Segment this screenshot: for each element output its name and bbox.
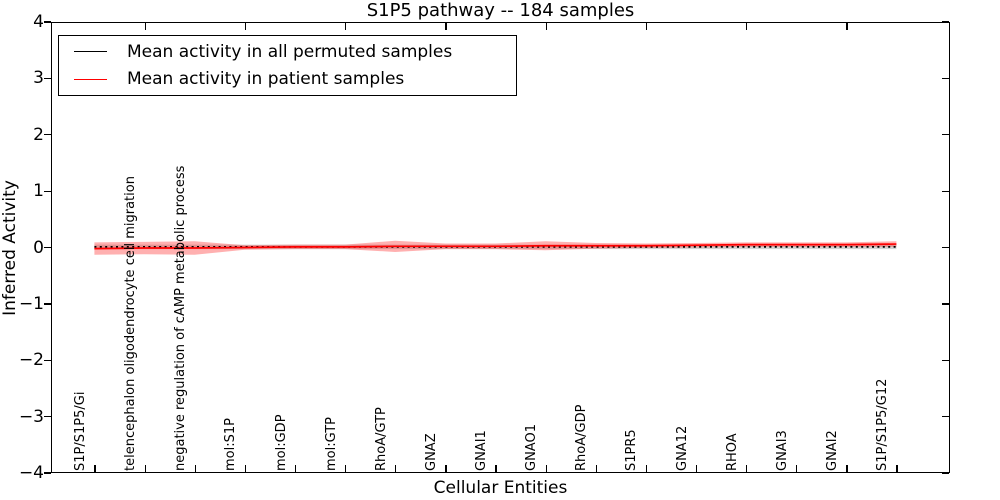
x-tick-label: GNA12 — [674, 425, 690, 471]
y-tick-right — [942, 246, 949, 249]
y-tick-left — [44, 246, 51, 249]
x-tick-label: RhoA/GTP — [373, 407, 389, 471]
y-tick-right — [942, 303, 949, 305]
y-tick-left — [44, 21, 51, 23]
x-tick-bottom — [595, 465, 597, 472]
y-tick-left — [44, 190, 51, 192]
x-tick-bottom — [244, 465, 247, 472]
x-tick-label: RHOA — [724, 433, 740, 471]
x-tick-top — [244, 23, 247, 30]
y-tick-label: 0 — [33, 237, 44, 258]
data-layer — [94, 240, 897, 255]
y-tick-label: 2 — [33, 124, 44, 145]
x-tick-label: GNAI1 — [474, 430, 489, 471]
y-tick-left — [44, 359, 51, 361]
x-tick-label: GNAI3 — [774, 430, 790, 471]
x-tick-label: mol:S1P — [223, 418, 239, 471]
x-axis-label: Cellular Entities — [433, 478, 568, 498]
x-tick-label: telencephalon oligodendrocyte cell migra… — [123, 176, 139, 471]
x-tick-label: GNAO1 — [524, 424, 540, 471]
y-tick-right — [942, 21, 949, 23]
x-tick-bottom — [194, 465, 196, 472]
x-tick-label: S1P/S1P5/Gi — [73, 391, 88, 471]
patient-line-swatch-icon — [74, 78, 107, 80]
y-tick-label: −4 — [18, 463, 44, 483]
x-tick-top — [846, 23, 848, 30]
x-tick-bottom — [846, 465, 848, 472]
x-tick-label: mol:GDP — [273, 414, 289, 471]
x-tick-label: GNAI2 — [824, 430, 840, 471]
x-tick-label: S1PR5 — [624, 429, 640, 471]
x-tick-bottom — [746, 465, 748, 472]
x-tick-label: RhoA/GDP — [574, 404, 590, 471]
x-tick-label: negative regulation of cAMP metabolic pr… — [173, 165, 189, 471]
x-tick-bottom — [695, 465, 698, 472]
y-tick-label: −3 — [18, 406, 44, 427]
x-tick-bottom — [345, 465, 347, 472]
x-tick-top — [345, 23, 347, 30]
y-tick-label: −1 — [18, 293, 44, 314]
y-tick-right — [942, 472, 949, 474]
y-tick-left — [44, 134, 51, 136]
legend-label-patient: Mean activity in patient samples — [127, 69, 405, 90]
legend: Mean activity in all permuted samples Me… — [58, 35, 517, 96]
x-tick-bottom — [796, 465, 798, 472]
y-tick-left — [44, 303, 51, 305]
x-tick-bottom — [896, 465, 898, 472]
y-tick-label: 3 — [33, 68, 44, 89]
plot-area — [51, 22, 950, 473]
x-tick-label: S1P/S1P5/G12 — [875, 378, 890, 471]
y-tick-label: 4 — [33, 12, 44, 32]
x-tick-top — [645, 23, 648, 30]
x-tick-bottom — [294, 465, 297, 472]
x-tick-bottom — [445, 465, 447, 472]
y-tick-label: 1 — [33, 181, 44, 202]
x-tick-bottom — [94, 465, 96, 472]
y-tick-right — [942, 359, 949, 361]
y-tick-left — [44, 472, 51, 474]
x-tick-top — [545, 23, 547, 30]
x-tick-bottom — [545, 465, 547, 472]
legend-label-permuted: Mean activity in all permuted samples — [127, 41, 453, 62]
x-tick-bottom — [144, 465, 146, 472]
y-tick-right — [942, 190, 949, 192]
x-tick-label: GNAZ — [423, 433, 439, 471]
chart-title: S1P5 pathway -- 184 samples — [366, 0, 635, 21]
x-tick-bottom — [395, 465, 397, 472]
x-tick-bottom — [645, 465, 648, 472]
x-tick-top — [144, 23, 146, 30]
x-tick-top — [445, 23, 447, 30]
y-tick-right — [942, 77, 949, 80]
patient-mean-line — [94, 243, 897, 250]
y-tick-left — [44, 416, 51, 418]
permuted-line-swatch-icon — [74, 51, 107, 53]
y-tick-left — [44, 77, 51, 80]
y-tick-right — [942, 134, 949, 136]
legend-entry-patient: Mean activity in patient samples — [59, 67, 516, 91]
x-tick-bottom — [495, 465, 497, 472]
x-tick-top — [746, 23, 748, 30]
legend-entry-permuted: Mean activity in all permuted samples — [59, 40, 516, 64]
y-tick-label: −2 — [18, 350, 44, 371]
y-tick-right — [942, 416, 949, 418]
x-tick-label: mol:GTP — [323, 417, 339, 471]
